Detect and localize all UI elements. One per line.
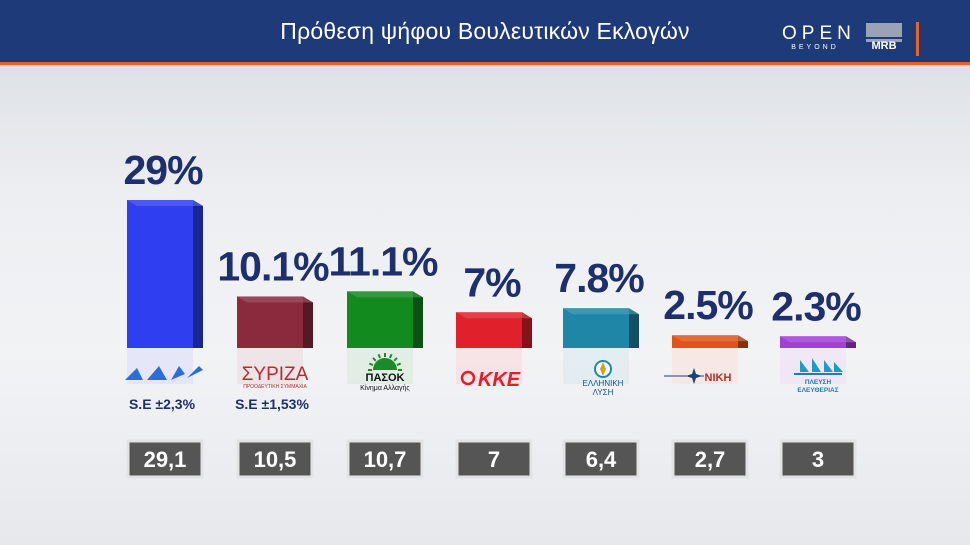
previous-value-box-4 xyxy=(562,439,640,479)
bar-group-0: 29% S.E ±2,3% 29,1 xyxy=(123,147,204,479)
header-bar: Πρόθεση ψήφου Βουλευτικών Εκλογών OPEN B… xyxy=(0,0,970,65)
logo-sub-6: ΕΛΕΥΘΕΡΙΑΣ xyxy=(797,387,838,394)
logo-text-3: ΚΚΕ xyxy=(478,369,521,391)
previous-value-5: 2,7 xyxy=(695,447,726,472)
logo-sub-2: Κίνημα Αλλαγής xyxy=(360,384,410,392)
nd-logo-icon xyxy=(125,366,203,380)
previous-value-0: 29,1 xyxy=(144,447,187,472)
previous-value-box-6 xyxy=(779,439,857,479)
bar-top-1 xyxy=(237,296,313,303)
logo-sub-1: ΠΡΟΟΔΕΥΤΙΚΗ ΣΥΜΜΑΧΙΑ xyxy=(243,384,307,390)
bar-reflection-3 xyxy=(456,348,522,384)
mrb-logo-text: MRB xyxy=(871,40,897,52)
bar-1 xyxy=(237,296,303,348)
logo-text-1: ΣΥΡΙΖΑ xyxy=(242,364,309,385)
logo-text-4: ΕΛΛΗΝΙΚΗ xyxy=(583,379,624,388)
header-accent xyxy=(916,22,919,56)
bar-top-4 xyxy=(563,308,639,315)
bar-top-5 xyxy=(672,335,748,342)
bar-2 xyxy=(347,291,413,348)
logo-sub-4: ΛΥΣΗ xyxy=(593,388,614,397)
previous-value-box-3 xyxy=(455,439,533,479)
value-label-5: 2.5% xyxy=(663,282,753,328)
previous-value-box-0 xyxy=(126,439,204,479)
kke-hammer-sickle-icon: ΚΚΕ xyxy=(460,369,521,391)
sampling-error-1: S.E ±1,53% xyxy=(235,396,309,412)
previous-value-3: 7 xyxy=(488,447,500,472)
bar-0 xyxy=(127,200,193,348)
bar-top-3 xyxy=(456,312,532,319)
open-beyond-logo: OPEN BEYOND xyxy=(782,23,856,52)
bar-top-2 xyxy=(347,291,423,298)
bar-side-1 xyxy=(303,296,313,348)
value-label-4: 7.8% xyxy=(554,255,644,301)
bar-reflection-5 xyxy=(672,348,738,384)
value-label-3: 7% xyxy=(463,259,521,305)
previous-value-4: 6,4 xyxy=(586,447,617,472)
mrb-logo: MRB xyxy=(866,23,902,55)
value-label-0: 29% xyxy=(123,147,203,193)
logo-text-5: ΝΙΚΗ xyxy=(705,372,732,384)
bar-side-0 xyxy=(193,200,203,348)
value-label-6: 2.3% xyxy=(771,283,861,329)
previous-value-box-5 xyxy=(671,439,749,479)
value-label-2: 11.1% xyxy=(329,238,439,284)
previous-value-2: 10,7 xyxy=(364,447,407,472)
open-logo-word: OPEN xyxy=(782,23,856,44)
sampling-error-0: S.E ±2,3% xyxy=(129,396,196,412)
value-label-1: 10.1% xyxy=(217,243,329,289)
bar-side-2 xyxy=(413,291,423,348)
logo-text-2: ΠΑΣΟΚ xyxy=(366,372,405,384)
bar-side-3 xyxy=(522,312,532,348)
bar-side-4 xyxy=(629,308,639,348)
bar-4 xyxy=(563,308,629,348)
bar-reflection-1 xyxy=(237,348,303,384)
previous-value-1: 10,5 xyxy=(254,447,297,472)
previous-value-box-2 xyxy=(346,439,424,479)
bar-top-6 xyxy=(780,336,856,343)
open-logo-sub: BEYOND xyxy=(791,44,839,51)
niki-star-icon: ΝΙΚΗ xyxy=(664,368,731,384)
previous-value-box-1 xyxy=(236,439,314,479)
bar-group-5: 2.5% ΝΙΚΗ 2,7 xyxy=(663,282,754,479)
bar-group-3: 7% ΚΚΕ 7 xyxy=(455,259,533,479)
logo-text-6: ΠΛΕΥΣΗ xyxy=(805,379,832,386)
chart-title: Πρόθεση ψήφου Βουλευτικών Εκλογών xyxy=(280,18,690,44)
bar-top-0 xyxy=(127,200,203,206)
previous-value-6: 3 xyxy=(812,447,824,472)
